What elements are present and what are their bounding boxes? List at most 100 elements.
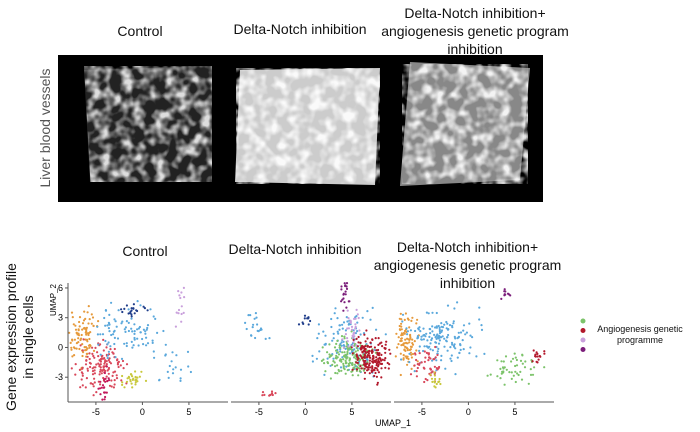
cell-dot [380,353,383,356]
cell-dot [404,338,407,341]
cell-dot [418,362,421,365]
cell-dot [438,339,441,342]
cell-dot [172,368,175,371]
cell-dot [514,370,517,373]
cell-dot [120,357,124,360]
cell-dot [402,343,405,346]
cell-dot [343,335,346,338]
cell-dot [353,344,356,347]
y-axis-label: UMAP_2 [49,283,58,316]
cell-dot [110,301,113,304]
y-tick-label: 6 [58,283,63,293]
cell-dot [180,291,183,294]
cell-dot [86,347,89,350]
cell-dot [428,327,431,331]
cell-dot [75,331,78,334]
cell-dot [125,304,128,307]
cell-dot [164,343,167,346]
cell-dot [260,328,263,331]
cell-dot [74,373,77,376]
cell-dot [101,398,104,401]
cell-dot [377,352,380,355]
cell-dot [336,356,339,359]
cell-dot [435,337,438,340]
cell-dot [253,317,256,320]
cell-dot [418,352,421,355]
cell-dot [400,325,403,328]
cell-dot [334,356,337,360]
cell-dot [187,365,190,368]
cell-dot [113,342,116,346]
legend-dot [580,337,586,343]
cell-dot [342,364,345,367]
cell-dot [411,352,415,356]
cell-dot [363,377,366,380]
cell-dot [338,328,341,331]
cell-dot [109,345,112,348]
cell-dot [84,363,88,366]
cell-dot [302,322,305,325]
cell-dot [340,300,343,303]
cell-dot [146,342,150,345]
cell-dot [399,373,402,377]
cell-dot [410,319,413,322]
cell-dot [351,334,354,337]
cell-dot [113,336,116,339]
cell-dot [339,358,342,361]
cell-dot [144,330,147,333]
cell-dot [127,329,130,333]
cell-dot [500,360,503,363]
cell-dot [336,317,339,320]
cell-dot [81,366,84,369]
cell-dot [543,352,546,355]
cell-dot [434,356,437,359]
cell-dot [330,325,333,329]
cell-dot [348,352,352,355]
cell-dot [434,377,437,381]
cell-dot [108,322,111,325]
cell-dot [355,308,358,311]
plot-title: Control [122,243,168,259]
cell-dot [345,306,348,309]
cell-dot [345,287,349,290]
cell-dot [254,312,257,315]
cell-dot [317,332,320,335]
cell-dot [503,290,506,293]
cell-dot [311,354,314,357]
cell-dot [342,321,346,324]
cell-dot [361,357,364,360]
cell-dot [121,359,125,363]
cell-dot [401,313,405,316]
cell-dot [356,313,359,316]
cell-dot [331,363,334,366]
cell-dot [405,342,408,345]
cell-dot [433,381,436,384]
cell-dot [347,345,350,348]
cell-dot [408,341,411,344]
cell-dot [346,369,349,372]
cell-dot [123,307,126,310]
cell-dot [334,365,337,368]
cell-dot [519,370,522,373]
cell-dot [418,345,421,348]
cell-dot [355,361,358,364]
cell-dot [119,364,122,367]
cell-dot [364,347,367,351]
cell-dot [338,370,341,373]
cell-dot [447,333,450,337]
cell-dot [109,348,112,351]
cell-dot [418,326,421,329]
cell-dot [182,286,185,289]
cell-dot [330,354,333,357]
cell-dot [130,327,133,330]
cell-dot [94,366,97,369]
cell-dot [91,373,95,376]
cell-dot [134,376,137,379]
cell-dot [445,320,448,324]
cell-dot [307,316,310,319]
cell-dot [105,365,108,368]
cell-dot [349,361,352,364]
cell-dot [408,361,411,364]
cell-dot [351,345,354,348]
cell-dot [346,337,349,340]
